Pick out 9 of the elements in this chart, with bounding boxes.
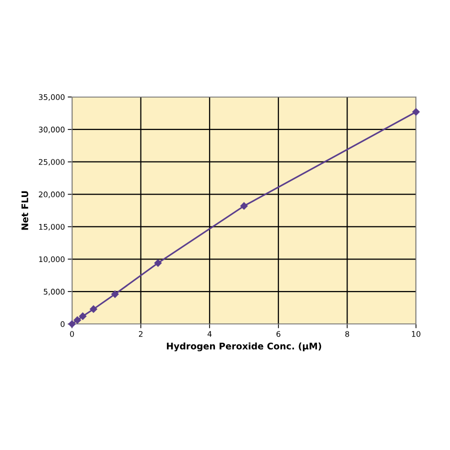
- point: [412, 108, 420, 116]
- point: [90, 305, 98, 313]
- point: [154, 259, 162, 267]
- y-axis-title: Net FLU: [22, 191, 28, 230]
- point: [111, 290, 119, 298]
- x-axis-title: Hydrogen Peroxide Conc. (µM): [166, 342, 322, 352]
- point: [74, 316, 82, 324]
- point: [240, 202, 248, 210]
- point: [79, 312, 86, 320]
